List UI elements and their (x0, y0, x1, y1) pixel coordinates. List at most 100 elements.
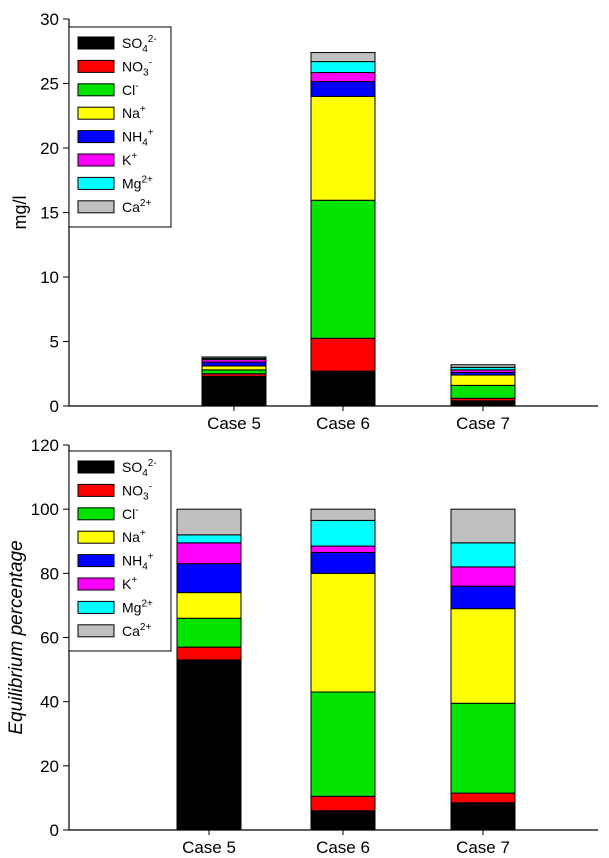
legend-label-k: K+ (122, 575, 137, 592)
bar-segment-k-case-6 (310, 545, 376, 553)
bar-segment-ca-case-6 (310, 508, 376, 521)
bar-segment-mg-case-7 (450, 542, 516, 568)
y-tick-label: 5 (50, 333, 59, 352)
legend-label-ca: Ca2+ (122, 622, 151, 639)
legend-swatch-cl (77, 83, 115, 97)
legend-swatch-cl (77, 507, 115, 521)
bar-segment-nh-case-6 (310, 551, 376, 574)
y-tick-label: 80 (40, 564, 59, 583)
legend-label-cl: Cl- (122, 81, 139, 98)
bar-segment-k-case-6 (310, 72, 376, 83)
bar-segment-cl-case-5 (176, 617, 242, 648)
legend-label-k: K+ (122, 151, 137, 168)
legend-label-cl: Cl- (122, 505, 139, 522)
bar-segment-k-case-5 (176, 542, 242, 565)
bar-segment-so-case-5 (201, 375, 267, 407)
legend-swatch-mg (77, 176, 115, 190)
bar-segment-cl-case-7 (450, 702, 516, 794)
legend-label-na: Na+ (122, 104, 146, 121)
legend-label-mg: Mg2+ (122, 174, 153, 191)
legend-label-so: SO42- (122, 458, 157, 479)
bar-segment-so-case-7 (450, 400, 516, 407)
y-tick-label: 10 (40, 268, 59, 287)
legend-label-nh: NH4+ (122, 552, 154, 573)
bar-segment-cl-case-6 (310, 691, 376, 797)
y-axis-title: Equilibrium percentage (6, 540, 27, 734)
bar-segment-ca-case-7 (450, 508, 516, 544)
bar-segment-na-case-6 (310, 95, 376, 201)
bar-segment-nh-case-5 (176, 563, 242, 594)
bar-segment-ca-case-7 (450, 364, 516, 368)
y-tick-label: 100 (31, 500, 59, 519)
legend-swatch-ca (77, 624, 115, 638)
bar-segment-k-case-7 (450, 566, 516, 587)
bar-segment-so-case-7 (450, 802, 516, 831)
bar-segment-na-case-6 (310, 572, 376, 693)
y-tick-label: 25 (40, 75, 59, 94)
y-tick-label: 20 (40, 139, 59, 158)
legend-swatch-so (77, 460, 115, 474)
legend-swatch-k (77, 577, 115, 591)
y-axis-title: mg/l (10, 195, 30, 229)
bar-segment-mg-case-5 (176, 534, 242, 544)
x-tick-label: Case 5 (182, 838, 236, 857)
bar-segment-ca-case-5 (201, 356, 267, 359)
bar-segment-na-case-5 (201, 365, 267, 371)
y-tick-label: 120 (31, 436, 59, 455)
bar-segment-na-case-5 (176, 592, 242, 619)
bar-segment-no-case-6 (310, 337, 376, 372)
y-tick-label: 30 (40, 10, 59, 29)
legend-box (68, 26, 172, 228)
bar-segment-nh-case-6 (310, 81, 376, 97)
legend-swatch-na (77, 106, 115, 120)
legend-label-no: NO3- (122, 481, 152, 502)
legend-swatch-no (77, 59, 115, 73)
legend-box (68, 450, 172, 652)
bar-segment-no-case-6 (310, 795, 376, 812)
legend-swatch-mg (77, 600, 115, 614)
x-tick-label: Case 7 (456, 414, 510, 433)
bar-segment-mg-case-6 (310, 519, 376, 547)
legend-swatch-no (77, 483, 115, 497)
y-tick-label: 60 (40, 629, 59, 648)
bar-segment-nh-case-5 (201, 361, 267, 367)
chart-equilibrium-percentage: 0 20 40 60 80 100 120 Case 5 Case 6 Case 7 Equilib… (6, 436, 598, 857)
bar-segment-cl-case-6 (310, 199, 376, 339)
legend-swatch-k (77, 153, 115, 167)
x-tick-label: Case 5 (207, 414, 261, 433)
x-tick-label: Case 7 (456, 838, 510, 857)
bar-segment-na-case-7 (450, 608, 516, 704)
y-tick-label: 15 (40, 204, 59, 223)
y-tick-label: 0 (50, 397, 59, 416)
legend-label-nh: NH4+ (122, 128, 154, 149)
bar-segment-cl-case-7 (450, 384, 516, 399)
bar-segment-no-case-5 (176, 646, 242, 661)
x-tick-label: Case 6 (316, 414, 370, 433)
legend-label-na: Na+ (122, 528, 146, 545)
bar-segment-so-case-6 (310, 810, 376, 831)
bar-segment-so-case-5 (176, 659, 242, 831)
bar-segment-ca-case-6 (310, 52, 376, 63)
bar-segment-ca-case-5 (176, 508, 242, 536)
legend-swatch-na (77, 530, 115, 544)
x-tick-label: Case 6 (316, 838, 370, 857)
legend-label-mg: Mg2+ (122, 598, 153, 615)
legend: SO42-NO3- Cl- Na+ NH4+ K+ Mg2+ Ca2+ (68, 450, 172, 652)
y-tick-label: 40 (40, 693, 59, 712)
legend-swatch-so (77, 36, 115, 50)
legend-label-no: NO3- (122, 57, 152, 78)
bar-segment-cl-case-5 (201, 369, 267, 375)
bar-segment-nh-case-7 (450, 585, 516, 610)
bar-segment-na-case-7 (450, 374, 516, 386)
legend-swatch-ca (77, 200, 115, 214)
bar-segment-no-case-7 (450, 792, 516, 804)
legend: SO42-NO3- Cl- Na+ NH4+ K+ Mg2+ Ca2+ (68, 26, 172, 228)
y-tick-label: 20 (40, 757, 59, 776)
legend-swatch-nh (77, 130, 115, 144)
bar-segment-mg-case-6 (310, 61, 376, 74)
bar-segment-so-case-6 (310, 370, 376, 407)
legend-label-so: SO42- (122, 34, 157, 55)
legend-label-ca: Ca2+ (122, 198, 151, 215)
